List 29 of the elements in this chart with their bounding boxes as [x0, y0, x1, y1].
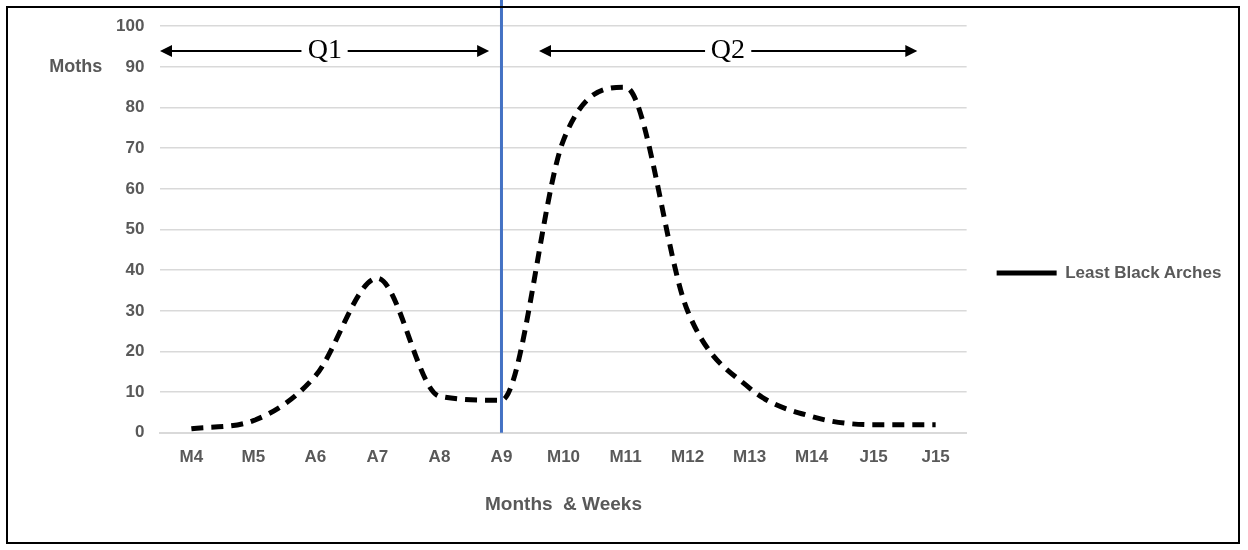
y-tick-label: 40 [125, 259, 145, 279]
x-tick-label: A6 [304, 446, 327, 466]
y-tick-label: 30 [125, 300, 145, 320]
y-tick-label: 90 [125, 56, 145, 76]
y-tick-label: 80 [125, 97, 145, 117]
x-tick-label: M10 [546, 446, 581, 466]
y-tick-label: 60 [125, 178, 145, 198]
x-tick-label: M12 [671, 446, 705, 466]
x-tick-label: A9 [490, 446, 513, 466]
legend-label: Least Black Arches [1065, 262, 1222, 282]
x-axis-title: Months & Weeks [485, 492, 642, 514]
x-tick-label: M11 [609, 446, 642, 466]
annotation: Q1 [307, 32, 343, 64]
y-tick-label: 100 [115, 15, 145, 35]
x-tick-label: M14 [795, 446, 829, 466]
y-tick-label: 70 [125, 137, 145, 157]
x-tick-label: A8 [428, 446, 451, 466]
x-tick-label: M5 [241, 446, 266, 466]
x-tick-label: M13 [733, 446, 767, 466]
x-tick-label: J15 [921, 446, 950, 466]
x-tick-label: A7 [366, 446, 389, 466]
x-tick-label: J15 [859, 446, 888, 466]
y-axis-title: Moths [49, 55, 103, 76]
y-tick-label: 0 [134, 422, 145, 442]
y-tick-label: 10 [125, 381, 145, 401]
y-tick-label: 20 [125, 341, 145, 361]
annotation: Q2 [710, 32, 745, 64]
y-tick-label: 50 [125, 219, 145, 239]
x-tick-label: M4 [179, 446, 204, 466]
